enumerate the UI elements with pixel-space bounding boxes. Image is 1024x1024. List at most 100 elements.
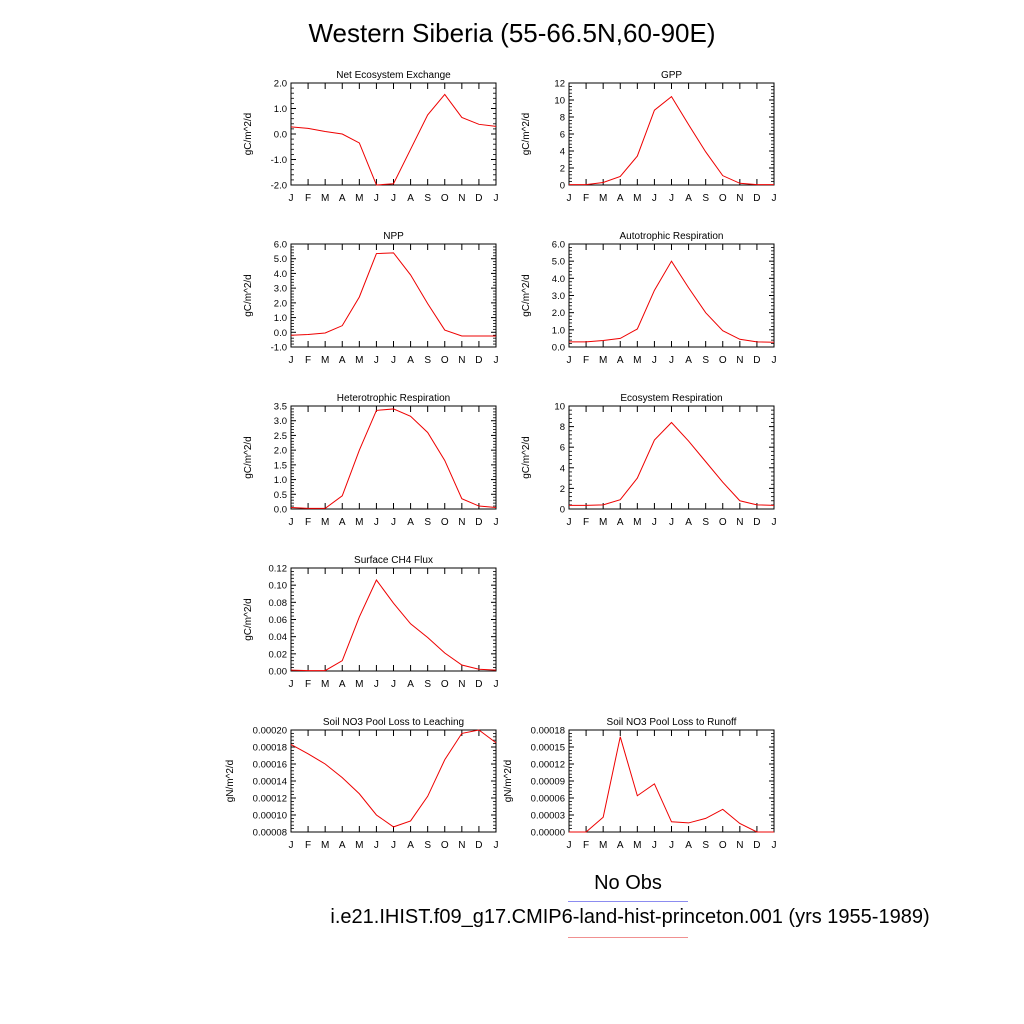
y-tick-label: 0.00003 [531, 811, 565, 822]
y-tick-label: 0.10 [269, 581, 288, 592]
panel-title: Net Ecosystem Exchange [336, 70, 451, 81]
x-tick-label: D [475, 840, 482, 851]
y-tick-label: 0.00018 [253, 743, 287, 754]
y-tick-label: 5.0 [552, 257, 565, 268]
x-tick-label: J [494, 193, 499, 204]
x-tick-label: A [407, 193, 414, 204]
x-tick-label: D [753, 193, 760, 204]
panel-title: GPP [661, 70, 682, 81]
plot-frame [290, 405, 497, 510]
panel-ar: Autotrophic Respiration gC/m^2/d 0.0 1.0 2.0… [521, 231, 777, 366]
y-tick-label: 0.00016 [253, 760, 287, 771]
y-tick-label: 0.00008 [253, 828, 287, 839]
x-tick-label: A [685, 193, 692, 204]
x-tick-label: F [305, 840, 311, 851]
y-tick-label: 6 [560, 130, 565, 141]
x-tick-label: J [652, 355, 657, 366]
x-tick-label: J [652, 517, 657, 528]
x-tick-label: J [374, 840, 379, 851]
y-tick-label: 3.0 [552, 291, 565, 302]
x-tick-label: A [617, 193, 624, 204]
panel-leach: Soil NO3 Pool Loss to Leaching gN/m^2/d 0.… [225, 717, 499, 851]
y-tick-label: 0.06 [269, 615, 288, 626]
x-tick-label: F [583, 193, 589, 204]
x-tick-label: M [321, 193, 329, 204]
x-tick-label: M [355, 840, 363, 851]
x-tick-label: D [475, 355, 482, 366]
x-tick-label: J [669, 517, 674, 528]
y-tick-label: 1.0 [274, 313, 287, 324]
x-tick-label: J [772, 517, 777, 528]
x-tick-label: M [633, 517, 641, 528]
x-tick-label: O [719, 517, 727, 528]
x-tick-label: D [753, 840, 760, 851]
series-line-hr [290, 408, 497, 509]
y-tick-label: 0.00 [269, 667, 288, 678]
x-tick-label: N [458, 840, 465, 851]
y-axis-label: gC/m^2/d [243, 436, 254, 479]
y-tick-label: -1.0 [271, 343, 287, 354]
y-tick-label: 1.0 [274, 104, 287, 115]
y-tick-label: 2 [560, 484, 565, 495]
x-tick-label: N [458, 193, 465, 204]
y-axis-label: gN/m^2/d [225, 760, 236, 803]
x-tick-label: A [617, 355, 624, 366]
x-tick-label: O [441, 355, 449, 366]
x-tick-label: N [458, 517, 465, 528]
x-tick-label: A [339, 840, 346, 851]
x-tick-label: J [494, 517, 499, 528]
plot-frame [290, 243, 497, 348]
x-tick-label: M [599, 193, 607, 204]
plot-frame [290, 82, 497, 186]
y-tick-label: 0.0 [274, 505, 287, 516]
panel-title: Soil NO3 Pool Loss to Runoff [607, 717, 737, 728]
x-tick-label: N [736, 193, 743, 204]
x-tick-label: M [633, 840, 641, 851]
x-tick-label: J [494, 840, 499, 851]
x-tick-label: M [321, 517, 329, 528]
y-tick-label: 4 [560, 147, 565, 158]
y-axis-label: gC/m^2/d [243, 113, 254, 156]
x-tick-label: F [305, 517, 311, 528]
x-tick-label: J [494, 679, 499, 690]
series-line-npp [290, 252, 496, 337]
legend-model-label: i.e21.IHIST.f09_g17.CMIP6-land-hist-prin… [330, 906, 930, 928]
x-tick-label: J [374, 517, 379, 528]
x-tick-label: M [355, 193, 363, 204]
y-tick-label: 2.0 [274, 446, 287, 457]
x-tick-label: J [652, 840, 657, 851]
x-tick-label: A [685, 840, 692, 851]
y-axis-label: gC/m^2/d [243, 274, 254, 317]
y-tick-label: 2.0 [552, 308, 565, 319]
y-tick-label: 1.5 [274, 460, 287, 471]
y-axis-label: gC/m^2/d [521, 436, 532, 479]
panel-hr: Heterotrophic Respiration gC/m^2/d 0.0 0.5 1… [243, 393, 499, 528]
y-tick-label: 0.0 [552, 343, 565, 354]
y-tick-label: 0.12 [269, 564, 288, 575]
x-tick-label: J [289, 517, 294, 528]
x-tick-label: M [355, 355, 363, 366]
panel-nee: Net Ecosystem Exchange gC/m^2/d -2.0 -1.0 0.… [243, 70, 499, 204]
series-line-leach [290, 729, 497, 828]
x-tick-label: A [339, 679, 346, 690]
x-tick-label: M [633, 355, 641, 366]
y-tick-label: 0.00020 [253, 726, 287, 737]
plot-frame [568, 405, 775, 510]
y-tick-label: 1.0 [552, 325, 565, 336]
panel-title: Autotrophic Respiration [620, 231, 724, 242]
x-tick-label: D [475, 517, 482, 528]
x-tick-label: J [391, 840, 396, 851]
panel-title: NPP [383, 231, 404, 242]
legend-model-line [568, 937, 688, 938]
x-tick-label: S [702, 193, 709, 204]
y-tick-label: 4.0 [552, 274, 565, 285]
x-tick-label: J [772, 840, 777, 851]
x-tick-label: J [494, 355, 499, 366]
series-line-ch4 [290, 579, 497, 672]
x-tick-label: F [583, 840, 589, 851]
page-title: Western Siberia (55-66.5N,60-90E) [308, 18, 716, 48]
panel-title: Heterotrophic Respiration [337, 393, 450, 404]
y-tick-label: 4.0 [274, 269, 287, 280]
x-tick-label: J [391, 679, 396, 690]
